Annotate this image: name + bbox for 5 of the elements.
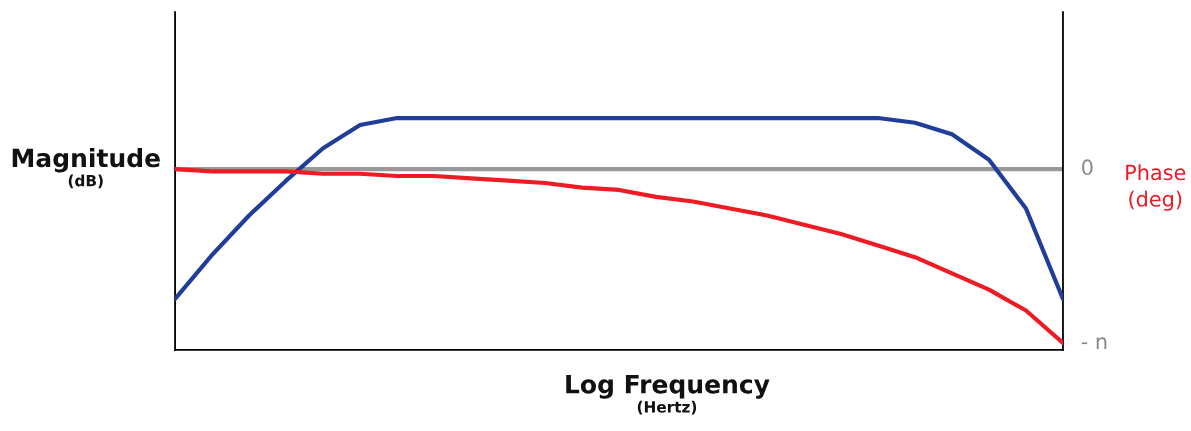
text: 0 <box>1082 159 1093 176</box>
x-axis-title: Log Frequency (Hertz) <box>566 375 770 415</box>
y2-axis-title: Phase (deg) <box>1126 164 1186 211</box>
y-axis-title: Magnitude (dB) <box>12 148 160 189</box>
text: - n <box>1081 337 1107 349</box>
